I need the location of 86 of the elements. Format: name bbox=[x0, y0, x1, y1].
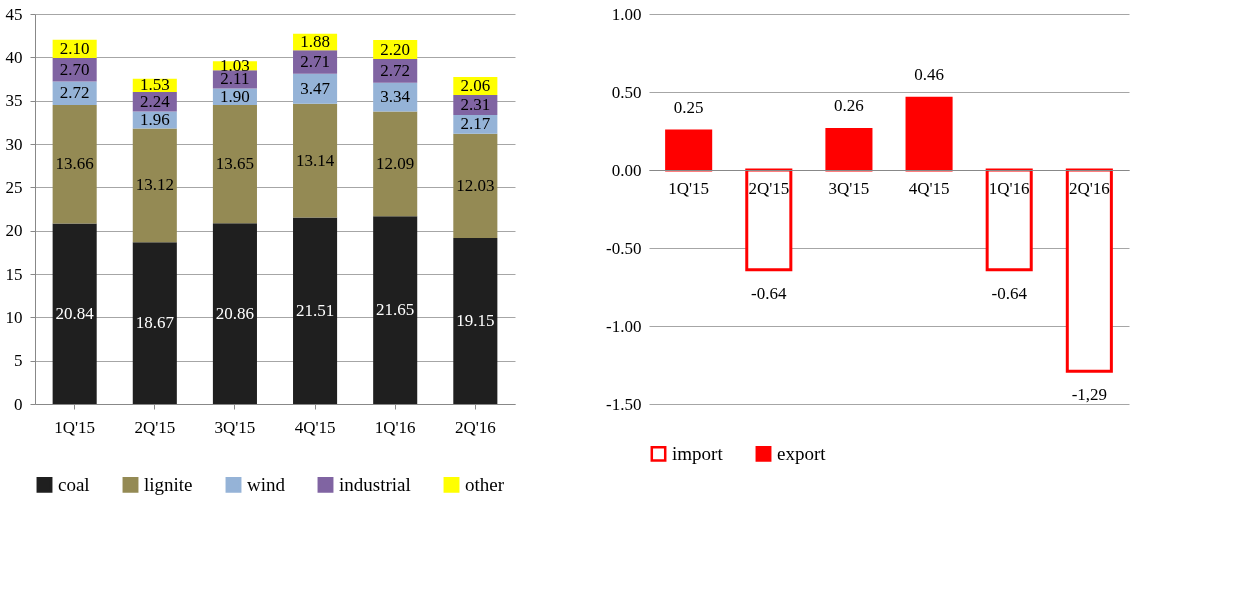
bar bbox=[52, 223, 97, 404]
y-tick-label: 30 bbox=[5, 134, 23, 154]
legend-label: industrial bbox=[339, 473, 411, 495]
y-tick-label: 0.00 bbox=[611, 160, 642, 180]
bar bbox=[985, 168, 1033, 272]
y-tick-label: 25 bbox=[5, 177, 23, 197]
data-label: 13.14 bbox=[295, 150, 335, 170]
y-tick-label: -1.00 bbox=[606, 316, 642, 336]
x-tick-label: 2Q'15 bbox=[748, 178, 790, 198]
data-label: 2.10 bbox=[59, 38, 90, 58]
data-label: 13.66 bbox=[55, 154, 94, 174]
bar bbox=[293, 217, 338, 404]
y-tick-label: 5 bbox=[14, 351, 23, 371]
y-tick-label: 10 bbox=[5, 307, 23, 327]
bar bbox=[52, 105, 97, 224]
legend-label: lignite bbox=[144, 473, 193, 495]
y-tick-label: 0 bbox=[14, 394, 23, 414]
data-label: 1.88 bbox=[300, 31, 330, 51]
bar bbox=[132, 128, 177, 243]
x-tick-label: 4Q'15 bbox=[908, 178, 950, 198]
legend-label: wind bbox=[247, 473, 286, 495]
bar bbox=[373, 216, 418, 404]
y-tick-label: 35 bbox=[5, 91, 23, 111]
bar bbox=[293, 50, 338, 74]
y-tick-label: 20 bbox=[5, 221, 23, 241]
x-tick-label: 1Q'16 bbox=[988, 178, 1030, 198]
y-tick-label: 15 bbox=[5, 264, 23, 284]
x-tick-label: 4Q'15 bbox=[294, 417, 336, 437]
data-label: -1,29 bbox=[1071, 385, 1108, 405]
x-tick-label: 2Q'16 bbox=[1068, 178, 1110, 198]
y-tick-label: 40 bbox=[5, 47, 23, 67]
data-label: 3.47 bbox=[300, 78, 331, 98]
data-label: 1.96 bbox=[139, 109, 170, 129]
y-tick-label: 45 bbox=[5, 4, 23, 24]
bar bbox=[905, 96, 953, 172]
data-label: 2.70 bbox=[59, 59, 90, 79]
data-label: 21.51 bbox=[295, 300, 335, 320]
data-label: 2.72 bbox=[59, 83, 90, 103]
bar bbox=[373, 111, 418, 217]
bar bbox=[745, 168, 793, 272]
data-label: 1.90 bbox=[220, 86, 250, 106]
data-label: 13.12 bbox=[135, 175, 174, 195]
y-tick-label: -0.50 bbox=[606, 238, 642, 258]
data-label: 12.09 bbox=[376, 153, 415, 173]
data-label: 19.15 bbox=[456, 311, 495, 331]
bar bbox=[1065, 168, 1113, 373]
bar bbox=[453, 133, 498, 239]
bar bbox=[212, 223, 257, 404]
data-label: 13.65 bbox=[215, 154, 255, 174]
data-label: 2.72 bbox=[380, 60, 411, 80]
x-tick-label: 3Q'15 bbox=[828, 178, 870, 198]
data-label: 0.26 bbox=[834, 96, 864, 116]
legend-label: export bbox=[777, 442, 827, 464]
bar bbox=[825, 127, 873, 172]
data-label: 20.84 bbox=[55, 303, 95, 323]
data-label: 20.86 bbox=[215, 303, 255, 323]
legend-label: other bbox=[465, 473, 505, 495]
data-label: 2.17 bbox=[460, 114, 491, 134]
bar bbox=[665, 129, 713, 172]
data-label: 18.67 bbox=[135, 313, 175, 333]
x-tick-label: 1Q'15 bbox=[668, 178, 710, 198]
data-label: -0.64 bbox=[751, 283, 787, 303]
data-label: 2.06 bbox=[460, 76, 491, 96]
bar bbox=[132, 242, 177, 404]
x-tick-label: 2Q'16 bbox=[454, 417, 496, 437]
data-label: 2.20 bbox=[380, 39, 411, 59]
data-label: 2.71 bbox=[300, 51, 330, 71]
data-label: 12.03 bbox=[456, 175, 495, 195]
legend-label: import bbox=[672, 442, 724, 464]
data-label: 2.31 bbox=[460, 94, 491, 114]
data-label: 0.25 bbox=[673, 98, 704, 117]
y-tick-label: -1.50 bbox=[606, 394, 642, 414]
bar bbox=[293, 103, 338, 218]
x-tick-label: 3Q'15 bbox=[214, 417, 256, 437]
x-tick-label: 1Q'15 bbox=[54, 417, 96, 437]
x-tick-label: 2Q'15 bbox=[134, 417, 176, 437]
data-label: 3.34 bbox=[380, 87, 411, 107]
bar bbox=[453, 238, 498, 404]
y-tick-label: 1.00 bbox=[611, 4, 642, 24]
data-label: -0.64 bbox=[991, 283, 1028, 303]
data-label: 21.65 bbox=[376, 300, 415, 320]
data-label: 0.46 bbox=[914, 65, 944, 85]
x-tick-label: 1Q'16 bbox=[374, 417, 416, 437]
y-tick-label: 0.50 bbox=[611, 82, 642, 102]
legend-label: coal bbox=[58, 473, 90, 495]
bar bbox=[212, 104, 257, 224]
